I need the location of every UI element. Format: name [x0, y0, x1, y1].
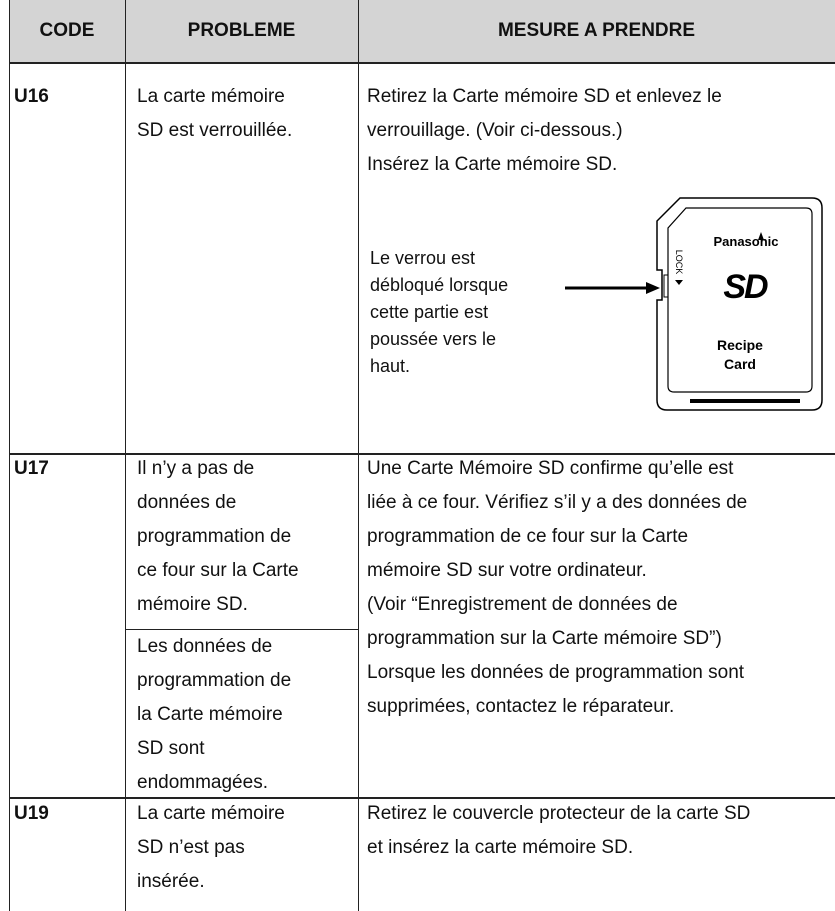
- text-line: Le verrou est: [370, 248, 476, 268]
- text-line: SD est verrouillée.: [137, 120, 293, 141]
- text-line: liée à ce four. Vérifiez s’il y a des do…: [367, 492, 748, 513]
- text-line: Les données de: [137, 636, 273, 657]
- measure: Une Carte Mémoire SD confirme qu’elle es…: [367, 452, 747, 724]
- text-line: programmation de: [137, 526, 292, 547]
- header-cell: PROBLEME: [187, 20, 296, 41]
- text-line: La carte mémoire: [137, 86, 285, 107]
- card-brand: Panasonic: [713, 234, 778, 249]
- code: U16: [14, 86, 49, 107]
- text-line: insérée.: [137, 871, 205, 892]
- text-line: verrouillage. (Voir ci-dessous.): [367, 120, 623, 141]
- text-line: programmation de: [137, 670, 292, 691]
- problem: La carte mémoire SD n’est pas insérée.: [137, 797, 285, 899]
- text-line: la Carte mémoire: [137, 704, 283, 725]
- problem: La carte mémoire SD est verrouillée.: [137, 80, 292, 148]
- text-line: poussée vers le: [370, 329, 497, 349]
- text-line: SD sont: [137, 738, 205, 759]
- border: [9, 797, 835, 799]
- text-line: programmation de ce four sur la Carte: [367, 526, 689, 547]
- problem: Les données de programmation de la Carte m…: [137, 630, 291, 800]
- text-line: données de: [137, 492, 237, 513]
- text-line: Retirez la Carte mémoire SD et enlevez l…: [367, 86, 722, 107]
- measure: Retirez le couvercle protecteur de la ca…: [367, 797, 750, 865]
- text-line: endommagées.: [137, 772, 268, 793]
- text-line: haut.: [370, 356, 411, 376]
- border: [125, 0, 126, 911]
- code: U17: [14, 458, 49, 479]
- text-line: Insérez la Carte mémoire SD.: [367, 154, 618, 175]
- text-line: cette partie est: [370, 302, 489, 322]
- measure: Retirez la Carte mémoire SD et enlevez l…: [367, 80, 722, 182]
- header-cell: CODE: [39, 20, 95, 41]
- card-lock: LOCK: [674, 250, 684, 275]
- figure-note: Le verrou est débloqué lorsque cette parti…: [370, 245, 508, 380]
- text-line: Retirez le couvercle protecteur de la ca…: [367, 803, 751, 824]
- border: [9, 62, 835, 64]
- header-cell: MESURE A PRENDRE: [497, 20, 696, 41]
- text-line: Il n’y a pas de: [137, 458, 255, 479]
- text-line: mémoire SD sur votre ordinateur.: [367, 560, 647, 581]
- problem: Il n’y a pas de données de programmation d…: [137, 452, 299, 622]
- card-label: Recipe: [717, 337, 763, 353]
- card-logo: SD: [723, 268, 768, 306]
- border: [9, 0, 10, 911]
- text-line: Une Carte Mémoire SD confirme qu’elle es…: [367, 458, 734, 479]
- text-line: supprimées, contactez le réparateur.: [367, 696, 675, 717]
- border: [125, 629, 358, 630]
- text-line: et insérez la carte mémoire SD.: [367, 837, 634, 858]
- header-bg: [9, 0, 835, 62]
- text-line: Lorsque les données de programmation son…: [367, 662, 745, 683]
- text-line: (Voir “Enregistrement de données de: [367, 594, 678, 615]
- text-line: SD n’est pas: [137, 837, 245, 858]
- card-label: Card: [724, 356, 756, 372]
- text-line: programmation sur la Carte mémoire SD”): [367, 628, 722, 649]
- code: U19: [14, 803, 49, 824]
- border: [358, 0, 359, 911]
- border: [9, 453, 835, 455]
- text-line: débloqué lorsque: [370, 275, 509, 295]
- text-line: ce four sur la Carte: [137, 560, 299, 581]
- text-line: mémoire SD.: [137, 594, 248, 615]
- text-line: La carte mémoire: [137, 803, 285, 824]
